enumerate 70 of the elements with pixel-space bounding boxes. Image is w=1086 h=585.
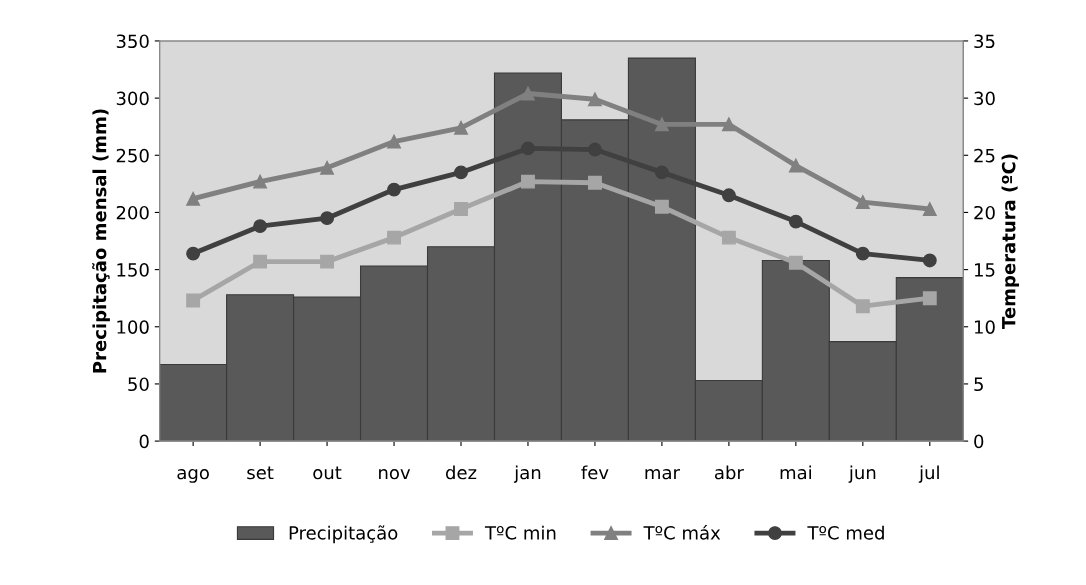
point xyxy=(721,188,736,203)
point xyxy=(788,214,803,229)
legend-label: TºC min xyxy=(484,525,556,540)
point xyxy=(320,211,335,226)
point xyxy=(855,299,870,314)
y-tick-label: 300 xyxy=(116,91,149,106)
point xyxy=(588,142,602,157)
x-tick-label: jan xyxy=(513,465,541,483)
y-tick-label: 50 xyxy=(128,377,149,392)
x-tick-label: mar xyxy=(645,469,680,480)
y2-tick-label: 35 xyxy=(974,34,995,49)
x-tick-label: out xyxy=(313,466,342,480)
x-tick-label: mai xyxy=(780,465,811,480)
point xyxy=(521,141,535,156)
point xyxy=(387,182,401,197)
y2-axis-title: Temperatura (ºC) xyxy=(1001,154,1020,329)
y-tick-label: 150 xyxy=(117,263,149,277)
legend-label: TºC med xyxy=(807,525,884,540)
point xyxy=(788,255,803,270)
point xyxy=(654,199,669,214)
point xyxy=(588,175,602,190)
point xyxy=(387,134,401,149)
x-tick-label: jul xyxy=(918,465,939,483)
point xyxy=(320,160,335,175)
point xyxy=(721,230,736,245)
legend-label: TºC máx xyxy=(643,524,721,540)
point xyxy=(521,86,535,101)
y2-tick-label: 25 xyxy=(974,148,995,163)
point xyxy=(654,117,669,132)
y2-tick-label: 30 xyxy=(974,91,995,106)
point xyxy=(721,117,736,132)
y-tick-label: 100 xyxy=(117,320,149,334)
point xyxy=(922,202,937,216)
y2-tick-label: 20 xyxy=(974,205,995,220)
y-tick-label: 200 xyxy=(116,205,149,220)
x-tick-label: ago xyxy=(177,469,209,483)
point xyxy=(186,191,201,206)
x-tick-label: jun xyxy=(848,465,876,483)
point xyxy=(387,230,401,245)
x-tick-label: dez xyxy=(445,465,477,480)
point xyxy=(253,219,268,234)
point xyxy=(855,246,870,261)
y-axis-title: Precipitação mensal (mm) xyxy=(92,109,110,373)
point xyxy=(454,120,468,135)
point xyxy=(922,291,937,306)
y2-tick-label: 5 xyxy=(974,377,983,392)
point xyxy=(454,202,468,216)
point xyxy=(855,195,870,210)
y-tick-label: 250 xyxy=(116,148,149,163)
point xyxy=(588,92,602,107)
x-tick-label: abr xyxy=(715,465,744,480)
point xyxy=(186,293,201,308)
point xyxy=(521,174,535,189)
y2-tick-label: 10 xyxy=(974,320,995,334)
y2-tick-label: 0 xyxy=(974,434,984,449)
point xyxy=(454,165,468,180)
x-tick-label: nov xyxy=(379,469,411,480)
point xyxy=(253,254,268,269)
point xyxy=(788,158,803,173)
point xyxy=(253,174,268,189)
x-tick-label: set xyxy=(247,466,274,480)
point xyxy=(186,246,201,261)
point xyxy=(320,254,335,269)
x-tick-label: fev xyxy=(581,465,609,480)
point xyxy=(654,165,669,180)
y2-tick-label: 15 xyxy=(974,263,995,277)
y-tick-label: 350 xyxy=(116,34,149,49)
point xyxy=(922,253,937,268)
legend-label: Precipitação xyxy=(289,525,398,544)
y-tick-label: 0 xyxy=(139,434,149,449)
